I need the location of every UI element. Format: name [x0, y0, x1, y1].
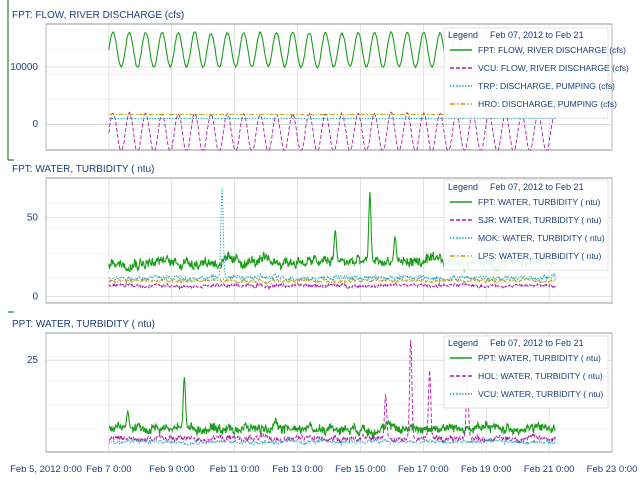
legend-range: Feb 07, 2012 to Feb 21: [490, 338, 584, 348]
x-tick-label: Feb 13 0:00: [272, 464, 323, 475]
series-line-2: [108, 111, 556, 151]
x-axis: Feb 5, 2012 0:00 Feb 7 0:00 Feb 9 0:00 Feb …: [10, 464, 637, 475]
series-line-1: [108, 30, 468, 70]
legend: Legend Feb 07, 2012 to Feb 21 FPT: WATER, …: [443, 179, 609, 271]
series-line-2: [108, 281, 556, 291]
series-line-1: [108, 377, 556, 438]
y-tick-label: 25: [27, 355, 39, 366]
legend-range: Feb 07, 2012 to Feb 21: [490, 30, 584, 40]
x-tick-label: Feb 23 0:00: [587, 464, 638, 475]
legend-entry-label: VCU: FLOW, RIVER DISCHARGE (cfs): [478, 63, 629, 73]
legend-entry-label: MOK: WATER, TURBIDITY ( ntu): [478, 233, 605, 243]
x-tick-label: Feb 17 0:00: [398, 464, 449, 475]
legend-entry-label: HRO: DISCHARGE, PUMPING (cfs): [478, 99, 617, 109]
x-tick-label: Feb 9 0:00: [149, 464, 194, 475]
legend-entry-label: PPT: WATER, TURBIDITY ( ntu): [478, 353, 601, 363]
chart-title: FPT: WATER, TURBIDITY ( ntu): [12, 164, 154, 175]
y-tick-label: 0: [32, 292, 38, 303]
series-line-4: [108, 276, 556, 285]
x-tick-label: Feb 21 0:00: [524, 464, 575, 475]
legend-range: Feb 07, 2012 to Feb 21: [490, 182, 584, 192]
x-tick-label: Feb 7 0:00: [86, 464, 131, 475]
x-tick-label: Feb 19 0:00: [461, 464, 512, 475]
legend-title: Legend: [448, 30, 478, 40]
legend-box: [443, 179, 609, 271]
y-tick-label: 50: [27, 213, 39, 224]
y-tick-label: 10000: [10, 62, 38, 73]
x-tick-label: Feb 15 0:00: [335, 464, 386, 475]
legend-entry-label: HOL: WATER, TURBIDITY ( ntu): [478, 371, 603, 381]
legend-entry-label: FPT: FLOW, RIVER DISCHARGE (cfs): [478, 45, 626, 55]
chart-title: FPT: FLOW, RIVER DISCHARGE (cfs): [12, 10, 184, 21]
series-line-3: [108, 436, 556, 446]
legend-box: [443, 335, 609, 409]
legend-title: Legend: [448, 338, 478, 348]
chart-panel-3: PPT: WATER, TURBIDITY ( ntu) 25 Legend Feb …: [12, 319, 613, 453]
legend-entry-label: FPT: WATER, TURBIDITY ( ntu): [478, 197, 601, 207]
legend-entry-label: LPS: WATER, TURBIDITY ( ntu): [478, 251, 601, 261]
legend: Legend Feb 07, 2012 to Feb 21 PPT: WATER, …: [443, 335, 609, 409]
y-tick-label: 0: [32, 119, 38, 130]
chart-panel-2: FPT: WATER, TURBIDITY ( ntu) 50 0 Legend Feb…: [12, 164, 613, 304]
x-tick-label: Feb 11 0:00: [210, 464, 260, 475]
legend-entry-label: SJR: WATER, TURBIDITY ( ntu): [478, 215, 601, 225]
legend-entry-label: TRP: DISCHARGE, PUMPING (cfs): [478, 81, 615, 91]
chart-title: PPT: WATER, TURBIDITY ( ntu): [12, 319, 155, 330]
legend-entry-label: VCU: WATER, TURBIDITY ( ntu): [478, 389, 603, 399]
chart-panel-1: FPT: FLOW, RIVER DISCHARGE (cfs) 10000 0 Le…: [10, 10, 629, 151]
legend-title: Legend: [448, 182, 478, 192]
x-tick-label: Feb 5, 2012 0:00: [10, 464, 82, 475]
legend-box: [443, 27, 609, 119]
legend: Legend Feb 07, 2012 to Feb 21 FPT: FLOW, R…: [443, 27, 629, 119]
